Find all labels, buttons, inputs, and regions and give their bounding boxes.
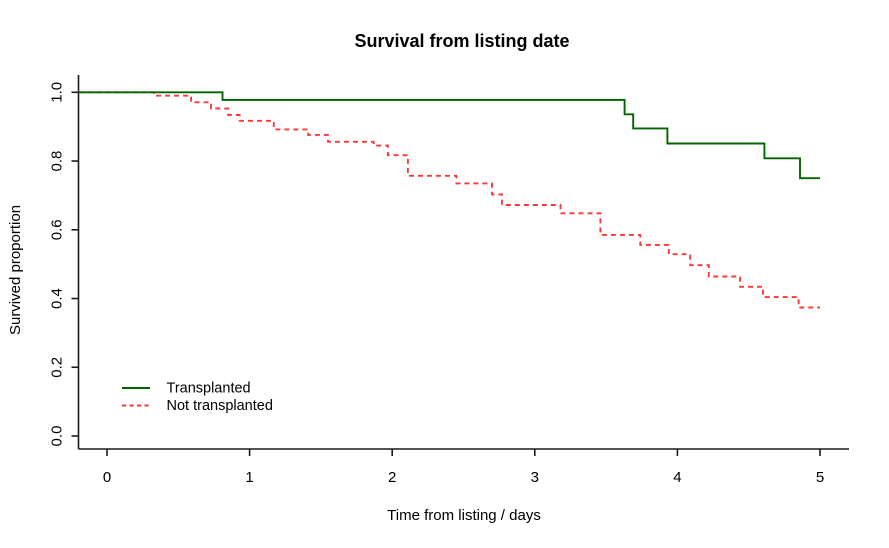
x-tick-label: 3 <box>531 469 539 486</box>
y-tick-label: 0.2 <box>49 357 66 378</box>
legend-label-not-transplanted: Not transplanted <box>167 398 273 414</box>
chart-title: Survival from listing date <box>354 31 569 51</box>
x-tick-label: 5 <box>816 469 824 486</box>
x-tick-label: 2 <box>388 469 396 486</box>
legend: Transplanted Not transplanted <box>122 381 273 414</box>
not-transplanted-curve <box>78 91 820 309</box>
y-axis-label: Survived proportion <box>7 205 24 335</box>
y-tick-label: 1.0 <box>49 82 66 103</box>
x-tick-label: 1 <box>245 469 253 486</box>
x-axis-ticks: 0 1 2 3 4 5 <box>103 449 824 486</box>
legend-label-transplanted: Transplanted <box>167 381 251 397</box>
y-tick-label: 0.0 <box>49 426 66 447</box>
y-tick-label: 0.8 <box>49 151 66 172</box>
axes-frame <box>77 75 849 450</box>
transplanted-curve <box>78 91 820 180</box>
x-tick-label: 4 <box>673 469 681 486</box>
x-axis-label: Time from listing / days <box>387 507 541 524</box>
y-tick-label: 0.4 <box>49 288 66 309</box>
x-tick-label: 0 <box>103 469 111 486</box>
y-tick-label: 0.6 <box>49 219 66 240</box>
y-axis-ticks: 0.0 0.2 0.4 0.6 0.8 1.0 <box>49 82 79 447</box>
